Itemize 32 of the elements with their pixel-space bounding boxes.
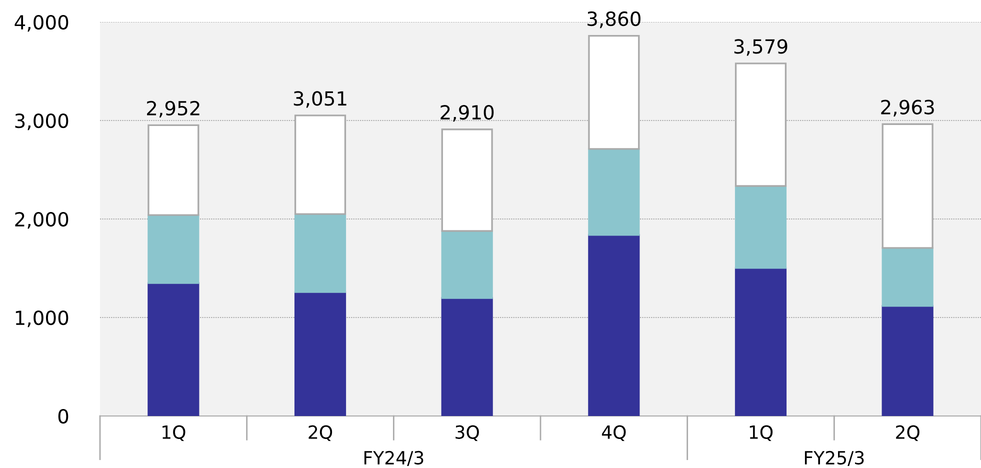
- y-tick-label: 0: [58, 408, 68, 424]
- bar: [882, 305, 934, 416]
- bar: [441, 230, 493, 299]
- total-label: 3,579: [734, 39, 788, 56]
- bar: [588, 234, 640, 416]
- bar: [148, 214, 200, 284]
- x-tick-label: 1Q: [162, 425, 186, 442]
- text: FY25/3: [804, 450, 864, 466]
- x-tick-label: 3Q: [456, 425, 479, 442]
- bar: [734, 185, 787, 269]
- total-label: 2,910: [440, 104, 494, 122]
- x-tick-label: 2Q: [896, 425, 920, 442]
- bar: [588, 148, 640, 236]
- y-tick-label: 1,000: [16, 310, 68, 328]
- total-label: 3,051: [294, 91, 346, 108]
- total-label: 2,963: [881, 100, 934, 116]
- bar: [294, 291, 346, 416]
- bar: [441, 297, 493, 416]
- total-label: 3,860: [588, 11, 640, 28]
- x-tick-label: 2Q: [308, 425, 332, 442]
- y-tick-label: 4,000: [14, 14, 68, 32]
- y-tick-label: 3,000: [15, 113, 68, 130]
- bar: [734, 267, 787, 416]
- text: FY24/3: [364, 450, 424, 466]
- bar: [148, 124, 200, 216]
- x-tick-label: 1Q: [750, 425, 773, 442]
- y-tick-label: 2,000: [15, 212, 68, 229]
- bar: [148, 282, 200, 416]
- bar: [294, 213, 346, 293]
- total-label: 2,952: [147, 100, 200, 118]
- bar: [882, 247, 934, 307]
- x-tick-label: 4Q: [602, 425, 626, 442]
